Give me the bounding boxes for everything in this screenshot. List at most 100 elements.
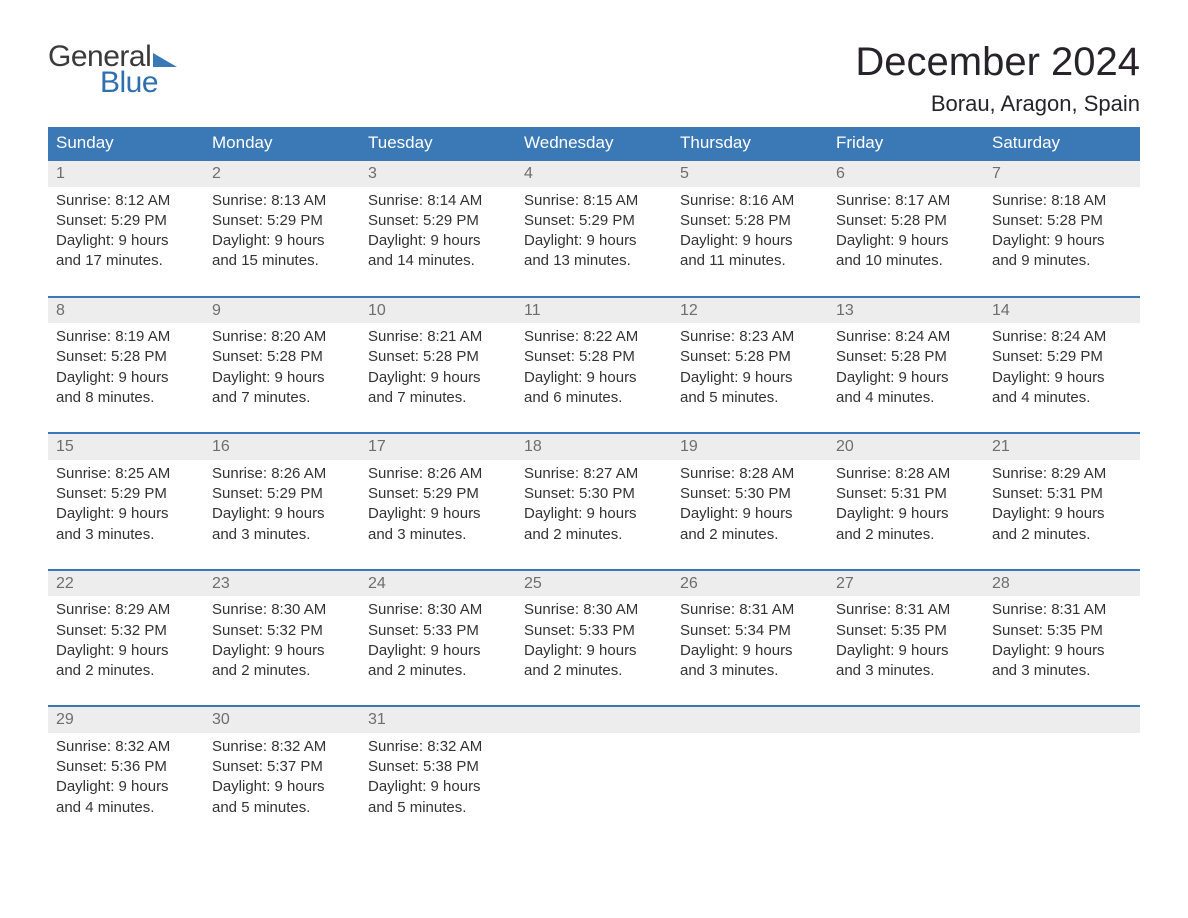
- sunrise-line: Sunrise: 8:19 AM: [56, 327, 196, 347]
- day-header: Wednesday: [516, 127, 672, 160]
- daylight-line: and 3 minutes.: [56, 525, 196, 545]
- day-number-cell: 26: [672, 570, 828, 597]
- sunset-line: Sunset: 5:28 PM: [836, 211, 976, 231]
- day-number: 5: [672, 161, 828, 187]
- logo: General Blue: [48, 40, 177, 100]
- day-number-cell: 4: [516, 160, 672, 187]
- empty-day-number: [672, 707, 828, 733]
- sunset-line: Sunset: 5:37 PM: [212, 757, 352, 777]
- sunset-line: Sunset: 5:31 PM: [836, 484, 976, 504]
- sunrise-line: Sunrise: 8:28 AM: [680, 464, 820, 484]
- sunrise-line: Sunrise: 8:16 AM: [680, 191, 820, 211]
- daylight-line: Daylight: 9 hours: [836, 231, 976, 251]
- sunset-line: Sunset: 5:28 PM: [212, 347, 352, 367]
- daylight-line: Daylight: 9 hours: [212, 231, 352, 251]
- week-number-row: 22232425262728: [48, 570, 1140, 597]
- daylight-line: Daylight: 9 hours: [680, 368, 820, 388]
- daylight-line: and 10 minutes.: [836, 251, 976, 271]
- week-body-row: Sunrise: 8:32 AMSunset: 5:36 PMDaylight:…: [48, 733, 1140, 842]
- day-number: 26: [672, 571, 828, 597]
- daylight-line: Daylight: 9 hours: [212, 777, 352, 797]
- daylight-line: and 2 minutes.: [56, 661, 196, 681]
- sunrise-line: Sunrise: 8:13 AM: [212, 191, 352, 211]
- daylight-line: and 2 minutes.: [680, 525, 820, 545]
- sunset-line: Sunset: 5:38 PM: [368, 757, 508, 777]
- sunrise-line: Sunrise: 8:14 AM: [368, 191, 508, 211]
- sunrise-line: Sunrise: 8:29 AM: [56, 600, 196, 620]
- day-number-cell: 31: [360, 706, 516, 733]
- logo-triangle-icon: [153, 53, 177, 67]
- day-number-cell: 2: [204, 160, 360, 187]
- day-number-cell: 16: [204, 433, 360, 460]
- sunset-line: Sunset: 5:34 PM: [680, 621, 820, 641]
- sunrise-line: Sunrise: 8:17 AM: [836, 191, 976, 211]
- sunrise-line: Sunrise: 8:32 AM: [212, 737, 352, 757]
- daylight-line: Daylight: 9 hours: [524, 231, 664, 251]
- sunrise-line: Sunrise: 8:30 AM: [524, 600, 664, 620]
- daylight-line: and 8 minutes.: [56, 388, 196, 408]
- daylight-line: Daylight: 9 hours: [836, 641, 976, 661]
- daylight-line: and 7 minutes.: [368, 388, 508, 408]
- day-body-cell: Sunrise: 8:14 AMSunset: 5:29 PMDaylight:…: [360, 187, 516, 297]
- daylight-line: Daylight: 9 hours: [836, 368, 976, 388]
- daylight-line: and 4 minutes.: [992, 388, 1132, 408]
- day-number-cell: 6: [828, 160, 984, 187]
- day-number: 23: [204, 571, 360, 597]
- day-body-cell: [516, 733, 672, 842]
- day-number: 16: [204, 434, 360, 460]
- day-number-cell: 20: [828, 433, 984, 460]
- day-body-cell: Sunrise: 8:24 AMSunset: 5:28 PMDaylight:…: [828, 323, 984, 433]
- day-body-cell: Sunrise: 8:26 AMSunset: 5:29 PMDaylight:…: [204, 460, 360, 570]
- day-number-cell: 12: [672, 297, 828, 324]
- sunset-line: Sunset: 5:35 PM: [836, 621, 976, 641]
- daylight-line: and 3 minutes.: [680, 661, 820, 681]
- daylight-line: Daylight: 9 hours: [56, 777, 196, 797]
- sunset-line: Sunset: 5:36 PM: [56, 757, 196, 777]
- day-number-cell: 22: [48, 570, 204, 597]
- daylight-line: and 2 minutes.: [524, 661, 664, 681]
- daylight-line: and 5 minutes.: [368, 798, 508, 818]
- day-body-cell: Sunrise: 8:22 AMSunset: 5:28 PMDaylight:…: [516, 323, 672, 433]
- day-number-cell: 3: [360, 160, 516, 187]
- day-body-cell: Sunrise: 8:24 AMSunset: 5:29 PMDaylight:…: [984, 323, 1140, 433]
- daylight-line: and 13 minutes.: [524, 251, 664, 271]
- day-number-cell: 28: [984, 570, 1140, 597]
- sunrise-line: Sunrise: 8:27 AM: [524, 464, 664, 484]
- day-number-cell: 24: [360, 570, 516, 597]
- page-header: General Blue December 2024 Borau, Aragon…: [48, 40, 1140, 117]
- sunset-line: Sunset: 5:35 PM: [992, 621, 1132, 641]
- day-number-cell: 17: [360, 433, 516, 460]
- week-body-row: Sunrise: 8:25 AMSunset: 5:29 PMDaylight:…: [48, 460, 1140, 570]
- day-number-cell: 7: [984, 160, 1140, 187]
- daylight-line: and 7 minutes.: [212, 388, 352, 408]
- sunrise-line: Sunrise: 8:23 AM: [680, 327, 820, 347]
- day-number-cell: 1: [48, 160, 204, 187]
- sunset-line: Sunset: 5:29 PM: [992, 347, 1132, 367]
- sunrise-line: Sunrise: 8:31 AM: [836, 600, 976, 620]
- day-number: 14: [984, 298, 1140, 324]
- day-number-cell: 13: [828, 297, 984, 324]
- day-body-cell: Sunrise: 8:31 AMSunset: 5:35 PMDaylight:…: [828, 596, 984, 706]
- location-subtitle: Borau, Aragon, Spain: [855, 91, 1140, 117]
- week-body-row: Sunrise: 8:19 AM Sunset: 5:28 PM Daylight:…: [48, 323, 1140, 433]
- day-body-cell: Sunrise: 8:12 AMSunset: 5:29 PMDaylight:…: [48, 187, 204, 297]
- day-number: 18: [516, 434, 672, 460]
- daylight-line: Daylight: 9 hours: [992, 231, 1132, 251]
- sunrise-line: Sunrise: 8:21 AM: [368, 327, 508, 347]
- daylight-line: and 3 minutes.: [836, 661, 976, 681]
- day-header: Monday: [204, 127, 360, 160]
- daylight-line: and 2 minutes.: [992, 525, 1132, 545]
- sunrise-line: Sunrise: 8:32 AM: [56, 737, 196, 757]
- day-number-cell: [672, 706, 828, 733]
- daylight-line: Daylight: 9 hours: [368, 368, 508, 388]
- daylight-line: and 3 minutes.: [212, 525, 352, 545]
- day-number: 15: [48, 434, 204, 460]
- empty-day-number: [828, 707, 984, 733]
- day-body-cell: Sunrise: 8:30 AMSunset: 5:32 PMDaylight:…: [204, 596, 360, 706]
- day-number-cell: 19: [672, 433, 828, 460]
- day-number: 6: [828, 161, 984, 187]
- daylight-line: Daylight: 9 hours: [524, 641, 664, 661]
- day-number: 17: [360, 434, 516, 460]
- title-block: December 2024 Borau, Aragon, Spain: [855, 40, 1140, 117]
- week-body-row: Sunrise: 8:12 AMSunset: 5:29 PMDaylight:…: [48, 187, 1140, 297]
